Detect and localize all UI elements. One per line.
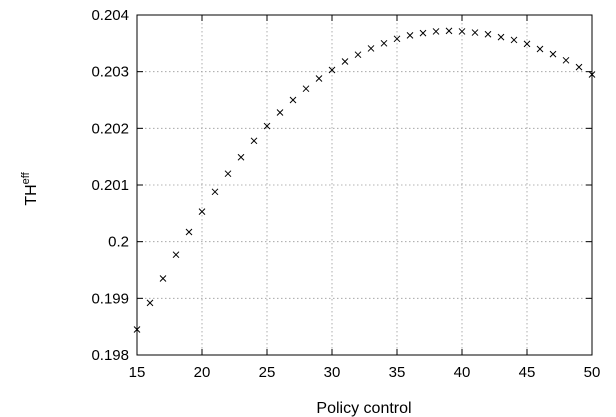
plot-frame (136, 14, 593, 356)
data-point (367, 45, 375, 52)
data-point (523, 40, 531, 48)
y-axis-label-superscript: eff (20, 171, 32, 184)
data-point (263, 122, 271, 130)
data-point (432, 28, 440, 35)
data-point (484, 30, 492, 38)
data-point (198, 208, 206, 215)
data-point (211, 188, 219, 196)
data-point (380, 39, 388, 47)
data-point (276, 109, 284, 116)
data-point (471, 29, 479, 36)
x-axis-label: Policy control (316, 400, 411, 417)
grid-lines (137, 15, 592, 355)
data-markers (133, 27, 596, 333)
x-tick-label: 50 (584, 364, 601, 381)
y-axis-label: THeff (20, 171, 40, 205)
data-point (328, 66, 336, 74)
x-tick-label: 20 (194, 364, 211, 381)
data-point (549, 50, 557, 58)
data-point (406, 32, 414, 39)
x-tick-label: 25 (259, 364, 276, 381)
data-point (237, 153, 245, 161)
data-point (497, 33, 505, 41)
x-tick-label: 30 (324, 364, 341, 381)
data-point (562, 56, 570, 64)
x-tick-label: 40 (454, 364, 471, 381)
y-tick-label: 0.203 (91, 64, 129, 81)
data-point (185, 228, 193, 236)
data-point (341, 58, 349, 65)
x-tick-label: 35 (389, 364, 406, 381)
y-tick-labels: 0.198 0.199 0.2 0.201 0.202 0.203 0.204 (91, 7, 129, 364)
y-tick-label: 0.2 (108, 234, 129, 251)
data-point (445, 27, 453, 35)
y-tick-label: 0.202 (91, 120, 129, 137)
y-axis-label-main: TH (23, 184, 40, 205)
data-point (289, 96, 297, 104)
x-tick-label: 45 (519, 364, 536, 381)
y-tick-label: 0.201 (91, 177, 129, 194)
data-point (354, 51, 362, 59)
data-point (224, 170, 232, 178)
data-point (315, 75, 323, 82)
data-point (146, 299, 154, 307)
data-point (250, 137, 258, 145)
data-point (510, 36, 518, 44)
y-tick-label: 0.199 (91, 290, 129, 307)
data-point (419, 29, 427, 37)
y-tick-label: 0.204 (91, 7, 129, 24)
data-point (458, 28, 466, 35)
data-point (302, 85, 310, 93)
data-point (172, 251, 180, 259)
x-tick-labels: 15 20 25 30 35 40 45 50 (129, 364, 601, 381)
x-tick-label: 15 (129, 364, 146, 381)
y-tick-label: 0.198 (91, 347, 129, 364)
data-point (393, 35, 401, 43)
data-point (159, 275, 167, 282)
data-point (575, 63, 583, 71)
data-point (536, 45, 544, 53)
